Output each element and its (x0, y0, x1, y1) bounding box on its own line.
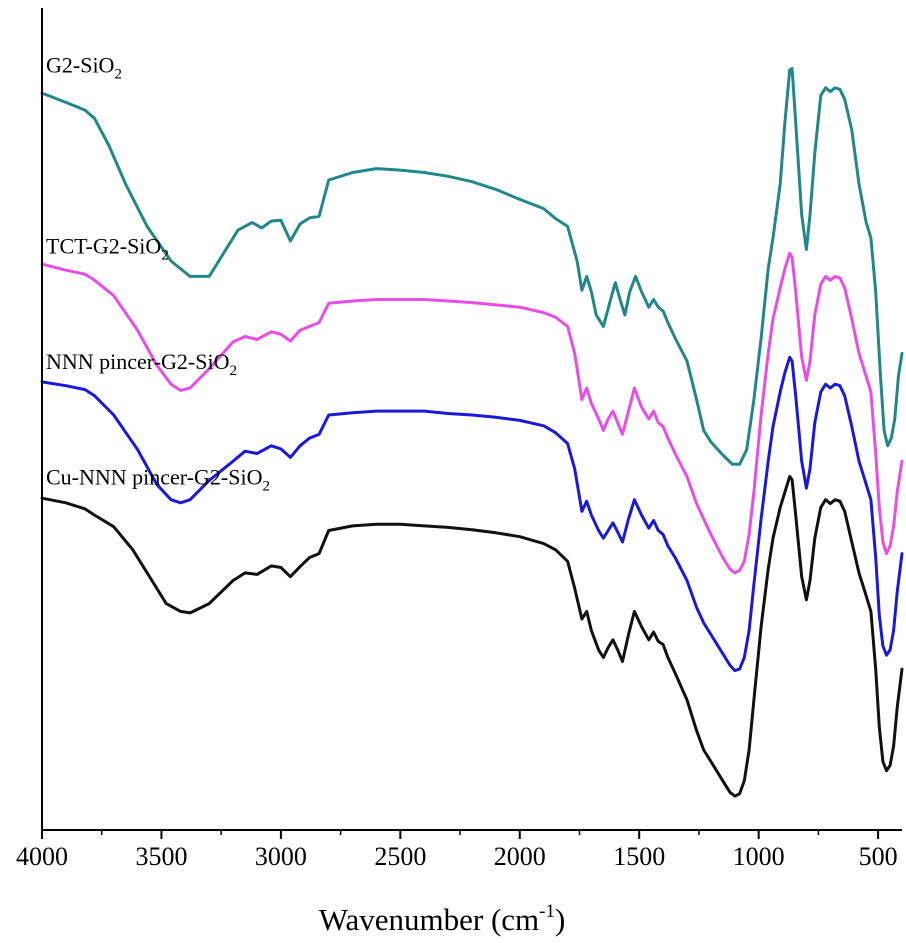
series-label-subscript: 2 (114, 66, 122, 82)
series-line-2 (40, 251, 904, 575)
x-tick-label-3500: 3500 (135, 842, 187, 871)
series-label-main: G2-SiO (46, 52, 114, 77)
x-axis-title-superscript: -1 (539, 901, 555, 922)
series-line-1 (40, 67, 904, 466)
axes-layer: 4000 3500 3000 2500 2000 1500 1000 500 (16, 8, 902, 871)
series-label-2: TCT-G2-SiO2 (46, 233, 169, 263)
series-line-3 (40, 355, 904, 673)
series-label-main: Cu-NNN pincer-G2-SiO (46, 464, 262, 489)
x-tick-label-4000: 4000 (16, 842, 68, 871)
x-tick-label-1000: 1000 (733, 842, 785, 871)
x-axis-title-main: Wavenumber (cm (319, 902, 539, 937)
x-tick-label-500: 500 (859, 842, 898, 871)
series-label-main: TCT-G2-SiO (46, 233, 161, 258)
series-label-subscript: 2 (262, 478, 270, 494)
x-tick-label-2500: 2500 (374, 842, 426, 871)
series-label-1: G2-SiO2 (46, 52, 122, 82)
x-tick-label-3000: 3000 (255, 842, 307, 871)
series-label-4: Cu-NNN pincer-G2-SiO2 (46, 464, 270, 494)
x-axis-title: Wavenumber (cm-1) (319, 901, 566, 937)
series-label-subscript: 2 (161, 247, 169, 263)
series-layer (40, 67, 904, 798)
x-tick-label-2000: 2000 (494, 842, 546, 871)
series-label-subscript: 2 (229, 363, 237, 379)
series-label-3: NNN pincer-G2-SiO2 (46, 349, 237, 379)
series-label-main: NNN pincer-G2-SiO (46, 349, 229, 374)
x-axis-title-close: ) (555, 902, 565, 937)
series-line-4 (40, 475, 904, 798)
x-tick-label-1500: 1500 (613, 842, 665, 871)
